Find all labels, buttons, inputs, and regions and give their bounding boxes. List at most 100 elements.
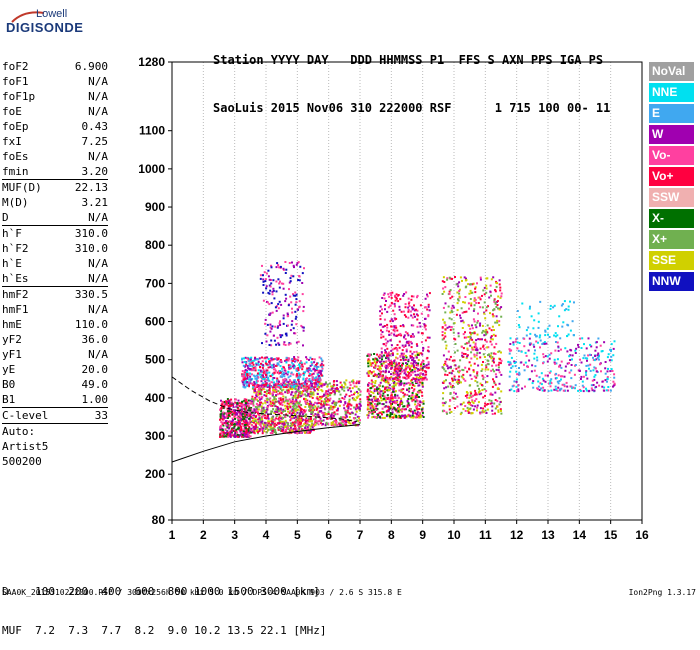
y-tick-label: 700 bbox=[145, 276, 165, 290]
echo-point bbox=[308, 417, 311, 420]
echo-point bbox=[473, 331, 476, 334]
echo-point bbox=[458, 365, 461, 368]
echo-point bbox=[285, 297, 288, 300]
echo-point bbox=[406, 377, 409, 380]
echo-point bbox=[580, 347, 583, 349]
echo-point bbox=[460, 411, 463, 414]
echo-point bbox=[471, 283, 474, 286]
echo-point bbox=[593, 378, 596, 381]
echo-point bbox=[304, 405, 307, 408]
echo-point bbox=[242, 419, 245, 422]
echo-point bbox=[280, 303, 283, 306]
echo-point bbox=[391, 377, 394, 380]
echo-point bbox=[554, 332, 557, 335]
echo-point bbox=[560, 348, 562, 351]
echo-point bbox=[493, 381, 496, 384]
echo-point bbox=[272, 363, 275, 366]
echo-point bbox=[324, 398, 326, 401]
echo-point bbox=[406, 400, 409, 403]
echo-point bbox=[513, 362, 516, 364]
echo-point bbox=[309, 431, 311, 434]
echo-point bbox=[266, 422, 269, 424]
echo-point bbox=[285, 372, 287, 375]
echo-point bbox=[312, 391, 315, 394]
echo-point bbox=[498, 371, 501, 374]
echo-point bbox=[297, 425, 300, 428]
echo-point bbox=[278, 426, 281, 429]
echo-point bbox=[259, 277, 262, 280]
echo-point bbox=[562, 321, 565, 324]
echo-point bbox=[261, 360, 264, 363]
echo-point bbox=[247, 359, 250, 362]
echo-point bbox=[494, 412, 496, 415]
echo-point bbox=[281, 370, 284, 373]
echo-point bbox=[415, 308, 417, 311]
echo-point bbox=[278, 343, 281, 346]
echo-point bbox=[348, 400, 351, 403]
echo-point bbox=[413, 384, 416, 387]
echo-point bbox=[238, 405, 241, 408]
echo-point bbox=[344, 383, 347, 386]
echo-point bbox=[379, 361, 381, 364]
echo-point bbox=[230, 431, 233, 434]
echo-point bbox=[242, 431, 245, 434]
echo-point bbox=[471, 291, 474, 294]
echo-point bbox=[399, 415, 401, 418]
echo-point bbox=[282, 373, 285, 375]
echo-point bbox=[383, 343, 386, 346]
echo-point bbox=[312, 368, 315, 371]
echo-point bbox=[219, 432, 222, 435]
echo-point bbox=[271, 290, 274, 293]
echo-point bbox=[397, 407, 400, 410]
echo-point bbox=[419, 414, 422, 417]
echo-point bbox=[258, 401, 261, 404]
echo-point bbox=[544, 374, 547, 377]
echo-point bbox=[605, 389, 608, 392]
echo-point bbox=[293, 386, 296, 389]
echo-point bbox=[549, 304, 552, 307]
echo-point bbox=[484, 331, 487, 333]
echo-point bbox=[288, 288, 290, 291]
echo-point bbox=[316, 362, 319, 365]
echo-point bbox=[473, 346, 476, 349]
echo-point bbox=[448, 317, 451, 320]
echo-point bbox=[239, 428, 242, 431]
echo-point bbox=[447, 385, 450, 388]
echo-point bbox=[393, 325, 396, 328]
echo-point bbox=[316, 402, 319, 405]
echo-point bbox=[498, 320, 501, 323]
echo-point bbox=[546, 355, 549, 358]
echo-point bbox=[410, 298, 413, 301]
echo-point bbox=[419, 365, 422, 367]
echo-point bbox=[282, 380, 285, 383]
echo-point bbox=[277, 386, 280, 389]
echo-point bbox=[403, 314, 406, 317]
echo-point bbox=[402, 346, 405, 348]
echo-point bbox=[406, 340, 409, 343]
echo-point bbox=[367, 358, 370, 361]
echo-point bbox=[612, 354, 615, 357]
echo-point bbox=[249, 409, 252, 412]
echo-point bbox=[464, 353, 467, 355]
echo-point bbox=[352, 379, 355, 382]
echo-point bbox=[556, 358, 559, 361]
echo-point bbox=[498, 361, 501, 364]
echo-point bbox=[467, 408, 470, 411]
echo-point bbox=[410, 378, 413, 381]
echo-point bbox=[553, 334, 556, 337]
echo-point bbox=[238, 418, 241, 420]
echo-point bbox=[448, 405, 451, 408]
echo-point bbox=[417, 373, 420, 376]
echo-point bbox=[295, 263, 298, 266]
echo-point bbox=[250, 431, 253, 434]
echo-point bbox=[380, 329, 382, 332]
echo-point bbox=[284, 272, 287, 274]
echo-point bbox=[377, 392, 379, 395]
echo-point bbox=[247, 399, 250, 402]
echo-point bbox=[424, 339, 427, 342]
echo-point bbox=[305, 417, 308, 420]
echo-point bbox=[351, 380, 353, 383]
echo-point bbox=[464, 379, 467, 382]
echo-point bbox=[256, 372, 259, 375]
echo-point bbox=[257, 422, 260, 425]
